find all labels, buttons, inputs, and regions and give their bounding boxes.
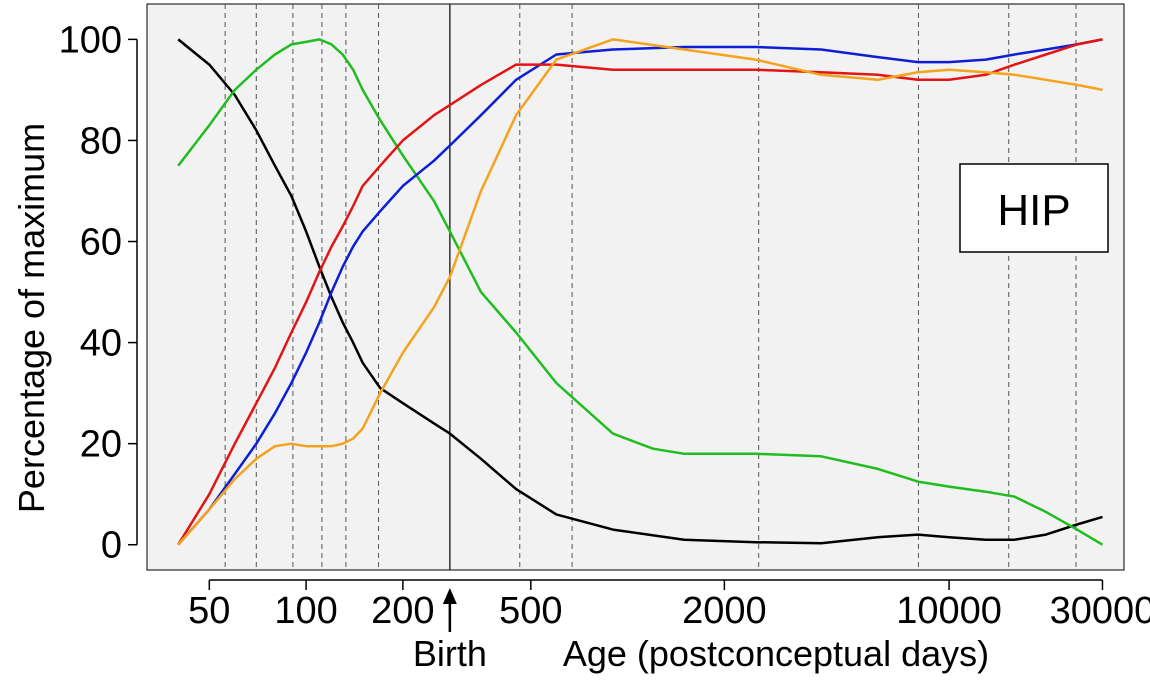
birth-annotation: Birth <box>413 588 487 674</box>
annotation-label: HIP <box>997 186 1070 235</box>
y-axis-label: Percentage of maximum <box>11 123 52 513</box>
series-line-4 <box>177 38 1103 546</box>
birth-label: Birth <box>413 633 487 674</box>
y-tick-label: 40 <box>80 323 122 365</box>
series-lines <box>177 38 1104 546</box>
x-tick-label: 200 <box>371 590 434 632</box>
y-axis: 0 20 40 60 80 100 <box>59 19 138 567</box>
series-line-3 <box>177 38 1103 546</box>
x-axis: 50 100 200 500 2000 10000 30000 <box>188 579 1150 632</box>
birth-arrow-head <box>442 588 457 604</box>
x-tick-label: 30000 <box>1050 590 1150 632</box>
y-tick-label: 80 <box>80 120 122 162</box>
x-tick-label: 500 <box>499 590 562 632</box>
x-tick-label: 2000 <box>682 590 767 632</box>
y-tick-label: 0 <box>101 525 122 567</box>
series-line-5 <box>177 38 1103 546</box>
annotation-box: HIP <box>959 163 1109 253</box>
y-tick-label: 100 <box>59 19 122 61</box>
plot-background <box>146 3 1125 571</box>
y-tick-label: 20 <box>80 424 122 466</box>
vertical-guide-lines <box>224 4 1077 570</box>
series-line-2 <box>177 38 1104 546</box>
x-axis-label: Age (postconceptual days) <box>563 633 989 674</box>
x-tick-label: 50 <box>188 590 230 632</box>
x-tick-label: 100 <box>274 590 337 632</box>
series-line-1 <box>177 38 1103 545</box>
y-tick-label: 60 <box>80 222 122 264</box>
x-tick-label: 10000 <box>896 590 1002 632</box>
